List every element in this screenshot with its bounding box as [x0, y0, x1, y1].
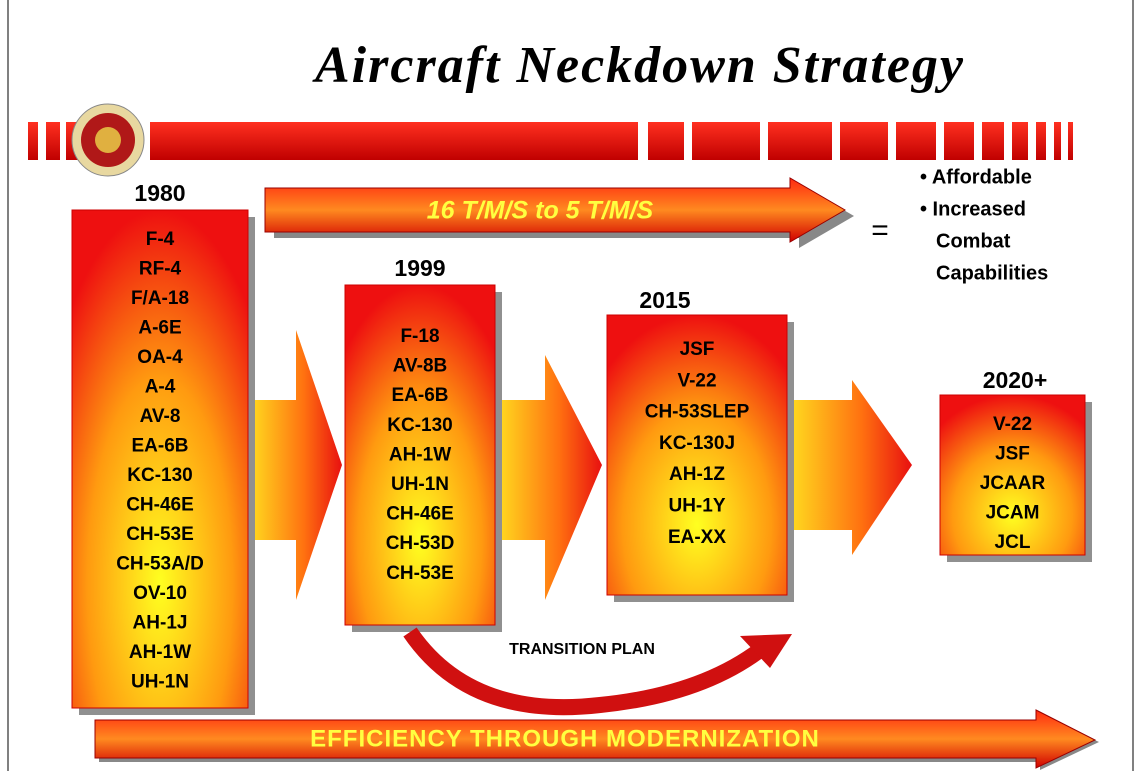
aircraft: RF-4	[139, 259, 182, 280]
aircraft: AV-8	[140, 406, 181, 427]
aircraft: OV-10	[133, 583, 187, 604]
bullet: • Affordable	[920, 166, 1032, 188]
aircraft: A-6E	[138, 318, 181, 339]
equals: =	[871, 214, 889, 247]
bullet: Capabilities	[936, 262, 1048, 284]
year-label: 2015	[639, 287, 690, 313]
aircraft: JSF	[995, 444, 1030, 465]
year-label: 1999	[394, 255, 445, 281]
aircraft: AH-1W	[129, 642, 191, 663]
transition-arrow	[403, 627, 765, 716]
aircraft: UH-1N	[391, 474, 449, 495]
box	[939, 394, 1086, 556]
bullet: Combat	[936, 230, 1011, 252]
aircraft: F/A-18	[131, 288, 189, 309]
aircraft: KC-130J	[659, 433, 735, 454]
aircraft: AH-1W	[389, 444, 451, 465]
aircraft: CH-53A/D	[116, 554, 204, 575]
aircraft: JSF	[680, 339, 715, 360]
aircraft: JCAAR	[980, 473, 1046, 494]
aircraft: UH-1N	[131, 672, 189, 693]
aircraft: CH-53E	[126, 524, 194, 545]
aircraft: V-22	[677, 370, 716, 391]
header-stripe	[28, 122, 1073, 160]
transition-arrow-head	[740, 634, 792, 668]
aircraft: AV-8B	[393, 356, 448, 377]
box	[606, 314, 788, 596]
flow-arrows	[248, 330, 912, 600]
box	[71, 209, 249, 709]
aircraft: A-4	[145, 377, 176, 398]
aircraft: CH-53E	[386, 563, 454, 584]
columns: 1980 F-4 RF-4 F/A-18 A-6E OA-4 A-4 AV-8 EA-6B KC-…	[71, 180, 1092, 715]
aircraft: F-18	[400, 326, 439, 347]
footer-text: EFFICIENCY THROUGH MODERNIZATION	[310, 725, 820, 752]
aircraft: CH-46E	[386, 504, 454, 525]
footer-arrow	[94, 709, 1099, 770]
bullet: • Increased	[920, 198, 1026, 220]
banner-arrow	[264, 177, 854, 248]
box	[344, 284, 496, 626]
aircraft: JCAM	[986, 503, 1040, 524]
aircraft: AH-1J	[133, 613, 188, 634]
year-label: 2020+	[983, 367, 1048, 393]
aircraft: V-22	[993, 414, 1032, 435]
aircraft: KC-130	[387, 415, 452, 436]
bullets: • Affordable • Increased Combat Capabilitie…	[920, 166, 1048, 284]
aircraft: KC-130	[127, 465, 192, 486]
year-label: 1980	[134, 180, 185, 206]
title: Aircraft Neckdown Strategy	[312, 37, 965, 94]
aircraft: EA-6B	[391, 385, 448, 406]
banner-text: 16 T/M/S to 5 T/M/S	[427, 197, 654, 225]
transition-label: TRANSITION PLAN	[509, 641, 655, 658]
aircraft: JCL	[995, 532, 1031, 553]
seal	[71, 103, 145, 177]
aircraft: EA-6B	[131, 436, 188, 457]
aircraft: CH-46E	[126, 495, 194, 516]
aircraft: UH-1Y	[668, 496, 725, 517]
aircraft: AH-1Z	[669, 464, 725, 485]
aircraft: EA-XX	[668, 527, 726, 548]
aircraft: CH-53SLEP	[645, 402, 750, 423]
aircraft: CH-53D	[386, 533, 455, 554]
aircraft: OA-4	[137, 347, 183, 368]
aircraft: F-4	[146, 229, 175, 250]
